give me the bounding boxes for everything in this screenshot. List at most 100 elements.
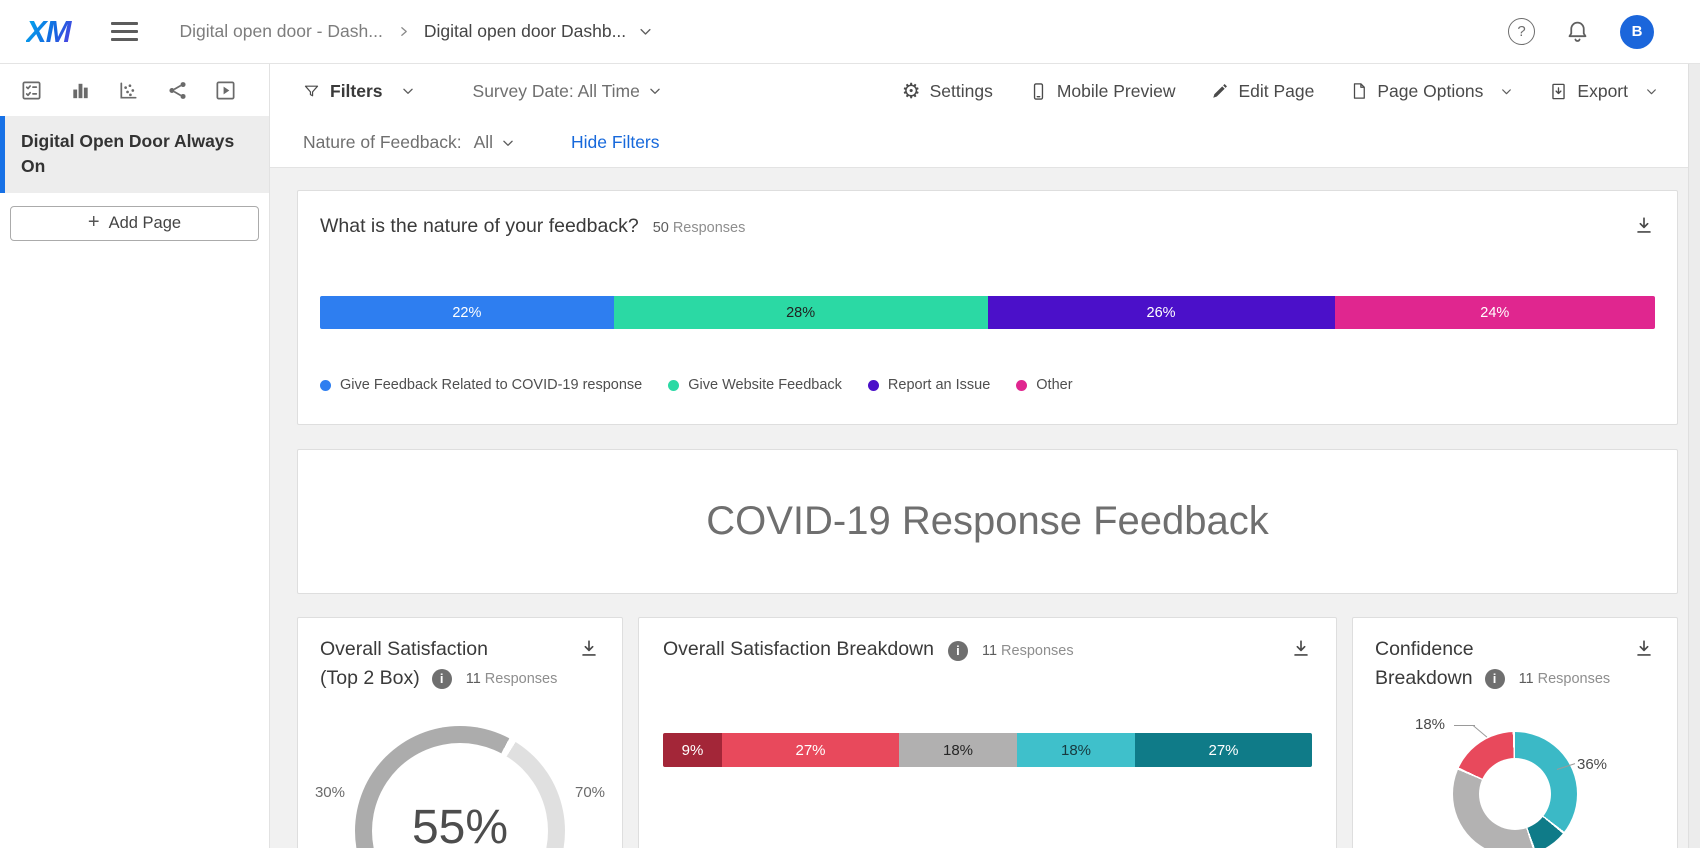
info-icon[interactable]: i [947, 640, 968, 661]
bar-segment-label: 9% [681, 741, 704, 759]
legend-label: Report an Issue [887, 377, 991, 393]
xm-logo[interactable]: XM [26, 14, 77, 50]
sidebar-icon-row [0, 64, 269, 116]
widget-title-line2: Breakdown [1375, 667, 1473, 689]
pencil-icon [1211, 82, 1229, 100]
bar-segment[interactable]: 24% [1334, 296, 1655, 329]
donut-chart [1453, 732, 1577, 848]
nature-of-feedback-filter[interactable]: Nature of Feedback: All [303, 132, 515, 153]
bar-segment[interactable]: 28% [613, 296, 988, 329]
responses-number: 11 [1518, 670, 1534, 687]
chevron-down-icon [401, 84, 415, 98]
download-icon[interactable] [1633, 215, 1655, 237]
settings-button[interactable]: ⚙ Settings [901, 78, 993, 103]
chevron-down-icon [648, 84, 662, 98]
bar-segment-label: 27% [1208, 741, 1239, 759]
bar-segment[interactable]: 22% [320, 296, 614, 329]
download-icon[interactable] [1633, 638, 1655, 660]
legend-item[interactable]: Report an Issue [867, 377, 991, 393]
mobile-preview-label: Mobile Preview [1056, 80, 1176, 101]
legend-item[interactable]: Give Website Feedback [668, 377, 842, 393]
bar-segment-label: 18% [942, 741, 974, 759]
export-label: Export [1577, 80, 1628, 101]
page-icon [1350, 82, 1368, 100]
vertical-scrollbar[interactable] [1688, 64, 1700, 848]
bar-segment-label: 18% [1060, 741, 1092, 759]
breadcrumb: Digital open door - Dash... Digital open… [180, 21, 654, 42]
survey-date-filter[interactable]: Survey Date: All Time [473, 81, 662, 102]
bar-segment[interactable]: 18% [899, 733, 1017, 767]
bar-segment[interactable]: 27% [1135, 733, 1312, 767]
legend-label: Other [1036, 377, 1073, 393]
responses-count: 11 Responses [466, 671, 558, 687]
info-icon[interactable]: i [1484, 668, 1505, 689]
responses-number: 50 [652, 220, 669, 236]
download-icon[interactable] [1290, 638, 1312, 660]
donut-chart-area: 18% 36% [1415, 716, 1607, 848]
chevron-down-icon[interactable] [638, 24, 653, 39]
user-avatar[interactable]: B [1620, 14, 1654, 49]
edit-page-label: Edit Page [1238, 80, 1315, 101]
edit-page-button[interactable]: Edit Page [1211, 81, 1314, 102]
section-title: COVID-19 Response Feedback [706, 499, 1269, 543]
gauge-max-label: 70% [575, 784, 606, 801]
bar-segment[interactable]: 26% [987, 296, 1335, 329]
export-button[interactable]: Export [1549, 81, 1658, 102]
legend-dot [320, 379, 331, 391]
hamburger-menu-icon[interactable] [110, 22, 138, 41]
bar-chart-icon[interactable] [69, 79, 92, 102]
widget-row: Overall Satisfaction (Top 2 Box) i 11 Res… [297, 617, 1678, 848]
legend-label: Give Website Feedback [688, 377, 842, 393]
page-options-button[interactable]: Page Options [1350, 81, 1513, 102]
notifications-bell-icon[interactable] [1565, 19, 1590, 44]
legend-dot [1016, 379, 1028, 391]
widget-overall-satisfaction: Overall Satisfaction (Top 2 Box) i 11 Res… [297, 617, 623, 848]
widget-title-line1: Overall Satisfaction [320, 638, 488, 660]
filters-button[interactable]: Filters [303, 81, 415, 102]
survey-checklist-icon[interactable] [20, 79, 43, 102]
responses-number: 11 [981, 643, 998, 659]
gear-icon: ⚙ [901, 78, 921, 103]
settings-label: Settings [929, 80, 993, 101]
bar-segment[interactable]: 18% [1017, 733, 1135, 767]
mobile-phone-icon [1029, 82, 1048, 101]
legend-label: Give Feedback Related to COVID-19 respon… [340, 377, 643, 393]
legend-item[interactable]: Other [1016, 377, 1073, 393]
info-icon[interactable]: i [431, 668, 452, 689]
gauge-chart: 30% 70% 55% [315, 726, 605, 848]
chevron-right-icon [397, 25, 410, 38]
bar-segment-label: 28% [786, 304, 816, 321]
chevron-down-icon [501, 136, 515, 150]
widget-confidence-breakdown: Confidence Breakdown i 11 Responses [1352, 617, 1678, 848]
bar-segment-label: 26% [1146, 304, 1176, 321]
dashboard-content: What is the nature of your feedback? 50 R… [270, 168, 1700, 848]
hide-filters-link[interactable]: Hide Filters [571, 132, 660, 152]
breadcrumb-dashboard[interactable]: Digital open door Dashb... [423, 21, 627, 41]
chevron-down-icon [1500, 85, 1513, 98]
bar-segment-label: 24% [1480, 304, 1510, 321]
add-page-button[interactable]: + Add Page [10, 206, 259, 241]
page-action-bar: Filters Survey Date: All Time ⚙ Settings [270, 64, 1700, 118]
responses-label: Responses [672, 220, 746, 236]
filter-funnel-icon [303, 83, 320, 100]
legend-item[interactable]: Give Feedback Related to COVID-19 respon… [320, 377, 642, 393]
download-icon[interactable] [578, 638, 600, 660]
bar-segment[interactable]: 9% [663, 733, 722, 767]
breadcrumb-project[interactable]: Digital open door - Dash... [179, 21, 383, 41]
mobile-preview-button[interactable]: Mobile Preview [1029, 80, 1176, 102]
scatter-chart-icon[interactable] [117, 79, 140, 102]
help-icon[interactable]: ? [1508, 18, 1535, 45]
sidebar-page-item-active[interactable]: Digital Open Door Always On [0, 116, 269, 193]
add-page-label: Add Page [108, 214, 182, 232]
share-icon[interactable] [166, 79, 189, 102]
page-options-label: Page Options [1377, 80, 1484, 101]
widget-title-line2: (Top 2 Box) [320, 667, 420, 689]
sidebar: Digital Open Door Always On + Add Page [0, 64, 270, 848]
responses-label: Responses [1537, 670, 1611, 687]
widget-satisfaction-breakdown: Overall Satisfaction Breakdown i 11 Respo… [638, 617, 1337, 848]
plus-icon: + [87, 211, 100, 233]
media-play-icon[interactable] [214, 79, 237, 102]
bar-segment[interactable]: 27% [722, 733, 899, 767]
donut-callout-right: 36% [1577, 756, 1608, 773]
topbar: XM Digital open door - Dash... Digital o… [0, 0, 1700, 64]
